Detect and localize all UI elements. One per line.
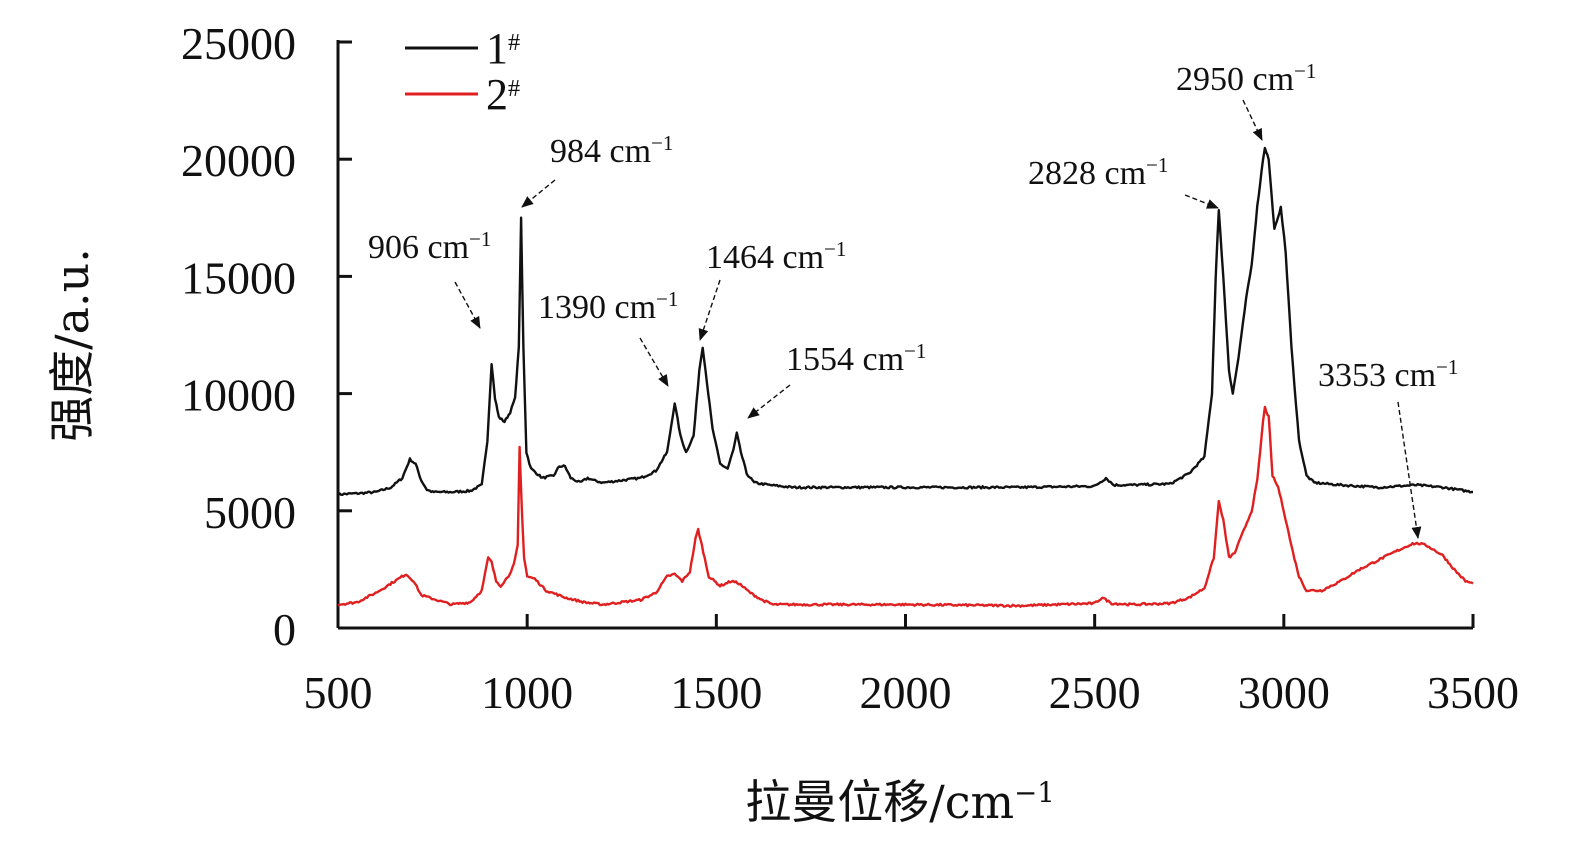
peak-annotation: 1390 cm−1 [538,287,678,387]
series-layer [337,146,1474,608]
peak-label: 3353 cm−1 [1318,355,1458,394]
peak-label: 906 cm−1 [368,227,491,266]
y-tick-label: 15000 [181,252,296,303]
peak-label: 2828 cm−1 [1028,153,1168,192]
peak-label: 1464 cm−1 [706,237,846,276]
peak-arrow [1397,401,1422,539]
peak-annotation: 2950 cm−1 [1176,59,1316,141]
peak-annotation: 984 cm−1 [521,131,673,208]
series-line-2 [337,405,1474,608]
peak-label: 1390 cm−1 [538,287,678,326]
x-tick-label: 1500 [670,667,762,718]
peak-annotation: 1464 cm−1 [698,237,846,341]
peak-arrow [698,279,721,341]
peak-annotation: 1554 cm−1 [747,339,926,419]
x-tick-label: 1000 [481,667,573,718]
y-tick-label: 0 [273,604,296,655]
x-tick-label: 3000 [1238,667,1330,718]
peak-arrow [1242,99,1263,141]
legend-label-2: 2# [486,70,520,119]
y-axis-title: 强度/a.u. [45,248,99,442]
peak-annotation: 3353 cm−1 [1318,355,1458,539]
peak-annotation: 906 cm−1 [368,227,491,329]
legend-label-1: 1# [486,24,520,73]
y-tick-label: 10000 [181,370,296,421]
annotation-layer: 906 cm−1 984 cm−1 1390 cm−1 1464 cm−1 1554 c… [368,59,1458,539]
x-tick-label: 2500 [1049,667,1141,718]
series-line-1 [337,146,1473,497]
peak-label: 1554 cm−1 [786,339,926,378]
axis-titles: 拉曼位移/cm−1 强度/a.u. [45,248,1055,829]
x-tick-label: 3500 [1427,667,1519,718]
peak-arrow [639,337,669,387]
x-tick-label: 2000 [860,667,952,718]
axes: 0 5000 10000 15000 20000 25000 500 1000 1500 2000… [181,18,1519,718]
peak-label: 2950 cm−1 [1176,59,1316,98]
x-tick-label: 500 [304,667,373,718]
peak-arrow [521,179,556,208]
legend: 1#2# [405,24,520,119]
y-tick-label: 5000 [204,487,296,538]
peak-arrow [454,281,481,329]
y-tick-label: 25000 [181,18,296,69]
peak-arrow [1184,194,1219,209]
peak-label: 984 cm−1 [550,131,673,170]
x-axis-title: 拉曼位移/cm−1 [745,775,1055,829]
y-tick-label: 20000 [181,135,296,186]
peak-annotation: 2828 cm−1 [1028,153,1219,209]
peak-arrow [747,384,791,419]
